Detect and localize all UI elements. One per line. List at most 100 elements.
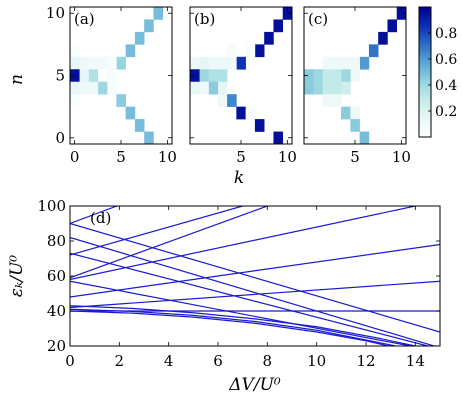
heatmap-cell bbox=[107, 69, 117, 83]
panel-label: (b) bbox=[194, 10, 215, 28]
y-tick-label: 0 bbox=[55, 129, 65, 147]
panel-label: (c) bbox=[308, 10, 328, 28]
heatmap-cell bbox=[199, 81, 209, 95]
series-line bbox=[70, 280, 440, 309]
heatmap-cell bbox=[217, 94, 228, 107]
y-axis-label: εₖ/U⁰ bbox=[7, 255, 27, 297]
series-line bbox=[70, 206, 243, 256]
heatmap-cell bbox=[199, 56, 209, 70]
colorbar-tick-label: 0.2 bbox=[435, 104, 457, 120]
heatmap-cell bbox=[97, 81, 108, 95]
heatmap-cell bbox=[350, 119, 360, 132]
y-tick-label: 5 bbox=[55, 67, 65, 85]
heatmap-cell bbox=[245, 106, 256, 120]
heatmap-cell bbox=[116, 94, 126, 107]
series-line bbox=[70, 206, 416, 281]
x-tick-label: 10 bbox=[307, 352, 326, 370]
heatmap-cell bbox=[245, 44, 256, 58]
heatmap-cell bbox=[134, 119, 145, 132]
y-tick-label: 40 bbox=[47, 302, 66, 320]
series-line bbox=[70, 243, 440, 298]
x-tick-label: 5 bbox=[350, 148, 360, 166]
heatmap-cell bbox=[359, 56, 370, 70]
y-tick-label: 80 bbox=[47, 232, 66, 250]
heatmap-cell bbox=[341, 106, 351, 120]
heatmap-cell bbox=[190, 56, 200, 70]
colorbar-tick-label: 0.4 bbox=[435, 78, 457, 94]
x-tick-label: 0 bbox=[65, 352, 75, 370]
heatmap-cell bbox=[313, 81, 323, 95]
heatmap-cell bbox=[341, 69, 351, 83]
x-tick-label: 8 bbox=[263, 352, 273, 370]
heatmap-panels: (a) 0 5 10 0 5 10 n (b) 5 10 k (c) 5 10 bbox=[7, 4, 411, 188]
heatmap-cell bbox=[208, 81, 219, 95]
x-tick-label: 12 bbox=[356, 352, 375, 370]
heatmap-cell bbox=[125, 106, 136, 120]
heatmap-cell bbox=[341, 56, 351, 70]
x-tick-label: 0 bbox=[70, 148, 80, 166]
heatmap-cell bbox=[236, 106, 246, 120]
heatmap-cell bbox=[79, 56, 89, 70]
heatmap-cell bbox=[153, 7, 164, 20]
heatmap-cell bbox=[199, 69, 209, 83]
heatmap-cell bbox=[359, 131, 370, 145]
heatmap-cell bbox=[273, 131, 284, 145]
series-group bbox=[70, 206, 440, 346]
heatmap-cell bbox=[79, 81, 89, 95]
x-axis-label: ΔV/U⁰ bbox=[228, 375, 281, 395]
heatmap-cell bbox=[322, 69, 333, 83]
colorbar: 0.2 0.4 0.6 0.8 bbox=[418, 6, 457, 138]
heatmap-cell bbox=[304, 81, 314, 95]
x-tick-label: 10 bbox=[278, 148, 297, 166]
heatmap-cell bbox=[322, 94, 333, 107]
y-axis-label: n bbox=[7, 74, 27, 85]
y-tick-label: 100 bbox=[37, 197, 66, 215]
x-tick-label: 4 bbox=[164, 352, 174, 370]
heatmap-cell bbox=[350, 106, 360, 120]
y-tick-label: 60 bbox=[47, 267, 66, 285]
heatmap-cell bbox=[144, 19, 154, 33]
heatmap-cell bbox=[70, 44, 80, 58]
heatmap-cell bbox=[378, 31, 388, 45]
series-line bbox=[70, 222, 440, 333]
heatmap-cell bbox=[227, 94, 237, 107]
heatmap-cell bbox=[313, 69, 323, 83]
heatmap-cell bbox=[116, 56, 126, 70]
x-tick-label: 10 bbox=[392, 148, 411, 166]
heatmap-cell bbox=[282, 7, 293, 20]
heatmap-cell bbox=[125, 44, 136, 58]
colorbar-tick-label: 0.8 bbox=[435, 26, 457, 42]
x-tick-label: 6 bbox=[213, 352, 223, 370]
heatmap-cell bbox=[88, 56, 99, 70]
heatmap-cell bbox=[70, 69, 80, 83]
heatmap-cell bbox=[350, 56, 360, 70]
heatmap-cell bbox=[227, 56, 237, 70]
line-chart: (d) 0 2 4 6 8 10 12 14 20 40 60 80 100 ΔV/U⁰ εₖ/U⁰ bbox=[7, 197, 441, 395]
y-tick-label: 20 bbox=[47, 337, 66, 355]
heatmap-cell bbox=[217, 81, 228, 95]
series-line bbox=[70, 206, 118, 225]
series-line bbox=[70, 280, 411, 346]
heatmap-cell bbox=[350, 69, 360, 83]
heatmap-cell bbox=[254, 44, 265, 58]
heatmap-cell bbox=[70, 81, 80, 95]
series-line bbox=[70, 310, 389, 346]
heatmap-panel-c: (c) 5 10 bbox=[303, 6, 411, 166]
heatmap-cell bbox=[217, 56, 228, 70]
heatmap-cell bbox=[227, 44, 237, 58]
heatmap-cell bbox=[236, 56, 246, 70]
heatmap-cell bbox=[331, 81, 342, 95]
heatmap-cell bbox=[107, 56, 117, 70]
heatmap-cell bbox=[331, 69, 342, 83]
heatmap-cell bbox=[97, 56, 108, 70]
colorbar-tick-label: 0.6 bbox=[435, 52, 457, 68]
x-tick-label: 5 bbox=[236, 148, 246, 166]
heatmap-cell bbox=[190, 81, 200, 95]
heatmap-cell bbox=[70, 94, 80, 107]
heatmap-cell bbox=[387, 19, 398, 33]
heatmap-cell bbox=[88, 81, 99, 95]
heatmap-cell bbox=[88, 69, 99, 83]
x-tick-label: 14 bbox=[406, 352, 425, 370]
x-tick-label: 10 bbox=[158, 148, 177, 166]
